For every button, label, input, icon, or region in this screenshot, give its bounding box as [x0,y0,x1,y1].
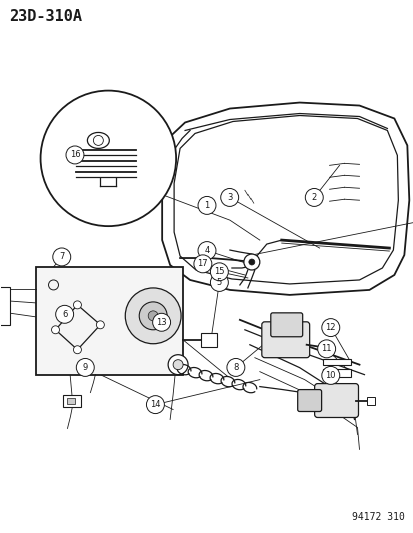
Circle shape [146,395,164,414]
Text: 94172 310: 94172 310 [351,512,404,522]
Text: 17: 17 [197,260,208,268]
Text: 9: 9 [83,363,88,372]
Text: 12: 12 [325,323,335,332]
FancyBboxPatch shape [36,267,183,375]
Circle shape [51,326,59,334]
Circle shape [66,146,84,164]
Circle shape [317,340,335,358]
FancyBboxPatch shape [63,394,81,407]
Text: 4: 4 [204,246,209,255]
Text: 2: 2 [311,193,316,202]
Text: 16: 16 [69,150,80,159]
Text: 13: 13 [156,318,166,327]
Circle shape [125,288,180,344]
Text: 14: 14 [150,400,160,409]
FancyBboxPatch shape [367,397,375,405]
Text: 6: 6 [62,310,67,319]
FancyBboxPatch shape [322,369,350,377]
Text: 8: 8 [233,363,238,372]
Circle shape [226,359,244,376]
Circle shape [210,273,228,292]
FancyBboxPatch shape [261,322,309,358]
Circle shape [193,255,211,273]
FancyBboxPatch shape [0,287,9,325]
FancyBboxPatch shape [270,313,302,337]
Text: 3: 3 [226,193,232,202]
Circle shape [243,254,259,270]
Circle shape [73,301,81,309]
Circle shape [139,302,167,330]
Text: 5: 5 [216,278,221,287]
FancyBboxPatch shape [67,398,75,403]
Circle shape [40,91,176,226]
Circle shape [304,189,323,206]
FancyBboxPatch shape [322,359,350,365]
Circle shape [220,189,238,206]
Circle shape [73,346,81,354]
Circle shape [173,360,183,370]
FancyBboxPatch shape [326,369,334,377]
Circle shape [76,359,94,376]
Circle shape [148,311,158,321]
Circle shape [168,354,188,375]
Text: 7: 7 [59,253,64,262]
Text: 11: 11 [320,344,331,353]
FancyBboxPatch shape [314,384,358,417]
Circle shape [55,305,74,324]
Text: 15: 15 [214,268,224,276]
Circle shape [152,313,170,331]
Circle shape [321,366,339,384]
Circle shape [248,259,254,265]
Text: 23D-310A: 23D-310A [9,9,81,24]
Circle shape [197,197,216,214]
Text: 1: 1 [204,201,209,210]
Circle shape [210,263,228,281]
Circle shape [96,321,104,329]
Circle shape [321,319,339,336]
FancyBboxPatch shape [297,390,321,411]
Text: 10: 10 [325,371,335,380]
Circle shape [53,248,71,266]
FancyBboxPatch shape [201,333,216,347]
Circle shape [197,241,216,260]
